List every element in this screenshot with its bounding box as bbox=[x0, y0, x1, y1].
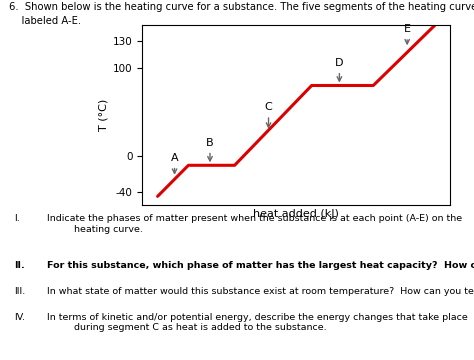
Text: A: A bbox=[171, 153, 178, 174]
Text: II.: II. bbox=[14, 261, 25, 270]
Text: Indicate the phases of matter present when the substance is at each point (A-E) : Indicate the phases of matter present wh… bbox=[47, 214, 463, 234]
Text: I.: I. bbox=[14, 214, 20, 223]
Text: D: D bbox=[335, 58, 344, 81]
Text: E: E bbox=[404, 24, 410, 44]
Text: For this substance, which phase of matter has the largest heat capacity?  How ca: For this substance, which phase of matte… bbox=[47, 261, 474, 270]
Text: In what state of matter would this substance exist at room temperature?  How can: In what state of matter would this subst… bbox=[47, 287, 474, 296]
X-axis label: heat added (kJ): heat added (kJ) bbox=[253, 210, 339, 219]
Text: IV.: IV. bbox=[14, 313, 25, 322]
Text: III.: III. bbox=[14, 287, 26, 296]
Text: In terms of kinetic and/or potential energy, describe the energy changes that ta: In terms of kinetic and/or potential ene… bbox=[47, 313, 468, 332]
Text: C: C bbox=[264, 102, 273, 127]
Text: labeled A-E.: labeled A-E. bbox=[9, 16, 82, 26]
Text: B: B bbox=[206, 138, 214, 161]
Text: 6.  Shown below is the heating curve for a substance. The five segments of the h: 6. Shown below is the heating curve for … bbox=[9, 2, 474, 12]
Y-axis label: T (°C): T (°C) bbox=[99, 99, 109, 131]
